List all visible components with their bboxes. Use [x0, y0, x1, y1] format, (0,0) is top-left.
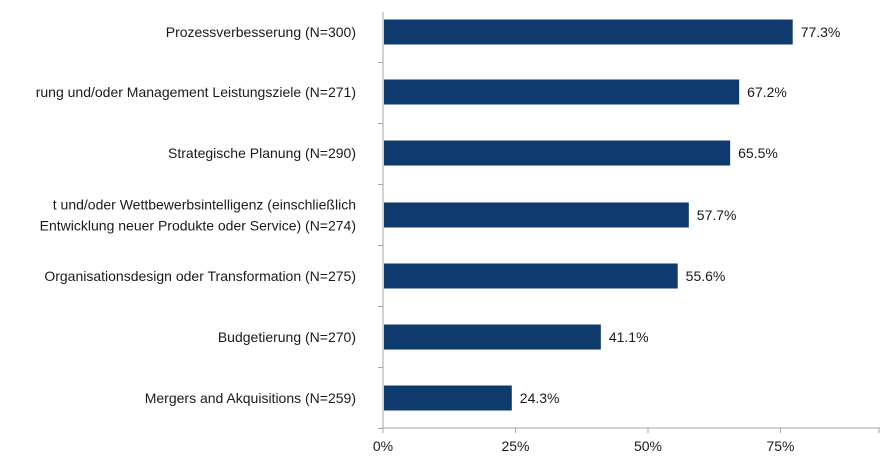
value-label: 41.1% [609, 329, 649, 345]
category-label: Strategische Planung (N=290) [168, 145, 356, 161]
bar [384, 19, 793, 45]
value-label: 57.7% [697, 207, 737, 223]
bar [384, 263, 678, 289]
bar [384, 385, 512, 411]
bars-group [384, 19, 793, 411]
bar [384, 79, 740, 105]
category-label: Prozessverbesserung (N=300) [166, 24, 356, 40]
category-label: Entwicklung neuer Produkte oder Service)… [40, 218, 356, 234]
value-label: 24.3% [520, 390, 560, 406]
category-labels-group: Prozessverbesserung (N=300) rung und/oder… [36, 24, 356, 406]
category-label: rung und/oder Management Leistungsziele … [36, 84, 356, 100]
x-tick-labels-group: 0% 25% 50% 75% [373, 438, 795, 454]
x-tick-label: 0% [373, 438, 393, 454]
axes-group [378, 12, 880, 433]
bar [384, 140, 731, 166]
x-tick-label: 25% [501, 438, 529, 454]
value-label: 55.6% [686, 268, 726, 284]
x-tick-label: 50% [634, 438, 662, 454]
category-label: Budgetierung (N=270) [218, 329, 356, 345]
category-label: Mergers and Akquisitions (N=259) [145, 390, 356, 406]
x-tick-label: 75% [766, 438, 794, 454]
value-labels-group: 77.3% 67.2% 65.5% 57.7% 55.6% 41.1% 24.3% [520, 24, 841, 406]
category-label: t und/oder Wettbewerbsintelligenz (einsc… [53, 197, 356, 213]
value-label: 77.3% [801, 24, 841, 40]
bar [384, 324, 601, 350]
category-label: Organisationsdesign oder Transformation … [44, 268, 356, 284]
value-label: 67.2% [747, 84, 787, 100]
value-label: 65.5% [738, 145, 778, 161]
bar [384, 202, 689, 228]
